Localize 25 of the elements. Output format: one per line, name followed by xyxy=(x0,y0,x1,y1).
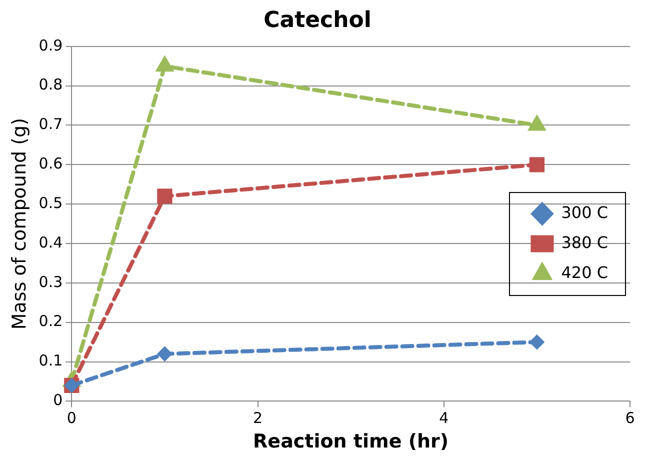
legend-label: 300 C xyxy=(561,202,608,222)
y-tick-label: 0.3 xyxy=(38,272,63,291)
y-tick-label: 0.9 xyxy=(38,36,63,54)
point xyxy=(156,56,174,72)
y-tick-label: 0.5 xyxy=(38,194,63,212)
legend-label: 380 C xyxy=(561,232,608,252)
y-tick-label: 0.6 xyxy=(38,154,63,173)
x-tick-label: 6 xyxy=(625,409,635,428)
x-tick-label: 2 xyxy=(252,409,263,428)
y-tick-label: 0.1 xyxy=(38,352,63,370)
point xyxy=(157,188,172,204)
x-tick-label: 4 xyxy=(439,409,449,428)
y-tick-label: 0.8 xyxy=(38,76,63,94)
y-tick-label: 0.2 xyxy=(38,312,63,330)
point xyxy=(528,114,546,131)
chart-title: Catechol xyxy=(264,8,372,33)
y-tick-label: 0.4 xyxy=(38,233,63,252)
x-axis-title: Reaction time (hr) xyxy=(253,430,449,453)
y-axis-title: Mass of compound (g) xyxy=(8,118,30,330)
point xyxy=(529,334,544,350)
point xyxy=(157,346,172,362)
legend-label: 420 C xyxy=(561,262,608,282)
y-tick-label: 0 xyxy=(53,391,63,410)
y-tick-label: 0.7 xyxy=(38,115,63,134)
x-tick-label: 0 xyxy=(66,409,76,428)
